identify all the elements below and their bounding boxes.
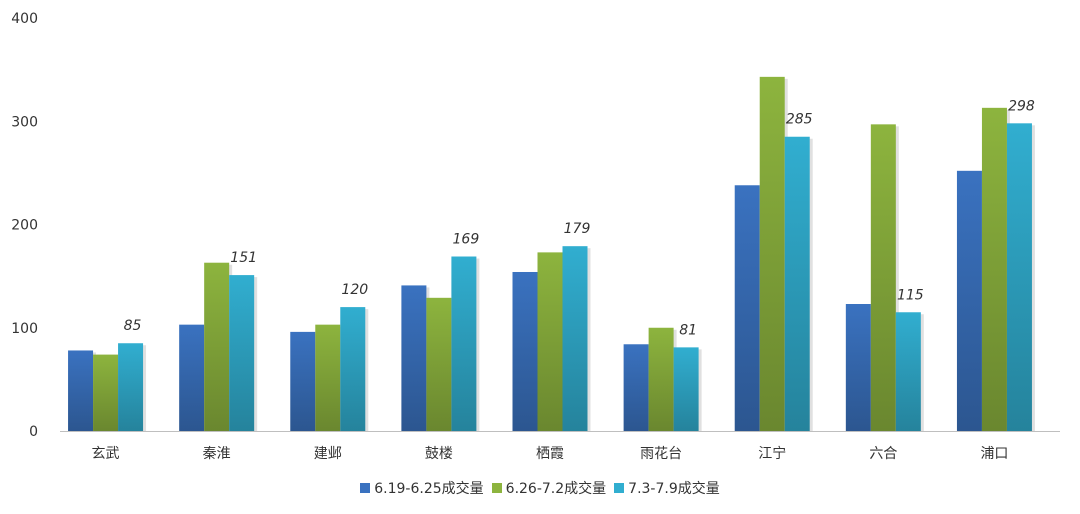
bar — [315, 324, 341, 431]
y-tick-label: 200 — [11, 218, 38, 234]
legend: 6.19-6.25成交量 6.26-7.2成交量 7.3-7.9成交量 — [0, 478, 1080, 498]
data-label: 169 — [453, 232, 480, 248]
x-category-label: 江宁 — [758, 445, 786, 462]
bars — [68, 76, 1035, 432]
data-label: 285 — [786, 112, 813, 128]
bar — [512, 271, 538, 431]
bar — [648, 327, 674, 431]
legend-label: 6.19-6.25成交量 — [374, 481, 484, 497]
x-category-label: 鼓楼 — [425, 446, 453, 462]
legend-item[interactable]: 6.26-7.2成交量 — [491, 478, 607, 498]
bar — [673, 347, 699, 431]
bar — [229, 275, 255, 431]
bar — [956, 170, 982, 431]
bar — [93, 354, 119, 431]
bar — [290, 331, 316, 431]
bar — [204, 262, 230, 431]
bar — [401, 285, 427, 431]
legend-label: 6.26-7.2成交量 — [505, 481, 607, 497]
data-label: 151 — [230, 250, 257, 266]
x-category-label: 雨花台 — [640, 446, 682, 462]
legend-item[interactable]: 7.3-7.9成交量 — [614, 478, 720, 498]
x-category-label: 玄武 — [92, 445, 120, 462]
bar — [981, 107, 1007, 431]
bar — [1006, 123, 1032, 431]
y-tick-label: 400 — [11, 11, 38, 27]
bar — [340, 307, 366, 431]
bar — [734, 185, 760, 431]
bar — [784, 136, 810, 432]
data-label: 85 — [124, 318, 142, 334]
x-axis-categories: 玄武 秦淮 建邺 鼓楼 栖霞 雨花台 江宁 六合 浦口 — [92, 445, 1009, 462]
x-category-label: 栖霞 — [536, 446, 564, 462]
data-label: 120 — [341, 282, 368, 298]
legend-item[interactable]: 6.19-6.25成交量 — [360, 478, 484, 498]
bar — [870, 124, 896, 431]
data-label: 298 — [1008, 98, 1035, 114]
data-labels: 85 151 120 169 179 81 285 115 298 — [124, 98, 1035, 338]
bar — [426, 297, 452, 431]
bar — [562, 246, 588, 431]
bar — [68, 350, 94, 431]
bar — [895, 312, 921, 431]
x-category-label: 浦口 — [980, 446, 1008, 462]
bar — [118, 343, 144, 431]
bar — [759, 76, 785, 431]
legend-swatch — [491, 483, 502, 493]
legend-swatch — [614, 483, 625, 493]
bar — [451, 256, 477, 431]
x-category-label: 建邺 — [314, 446, 342, 462]
bar — [179, 324, 205, 431]
x-category-label: 六合 — [869, 446, 897, 462]
data-label: 115 — [897, 287, 924, 303]
bar — [623, 344, 649, 431]
y-tick-label: 300 — [11, 114, 38, 130]
legend-label: 7.3-7.9成交量 — [628, 481, 720, 497]
data-label: 179 — [564, 221, 591, 237]
y-tick-label: 0 — [29, 424, 38, 440]
data-label: 81 — [679, 322, 697, 338]
bar — [537, 252, 563, 431]
y-axis-ticks: 0 100 200 300 400 — [11, 11, 38, 440]
bar — [845, 304, 871, 431]
legend-swatch — [360, 483, 371, 493]
y-tick-label: 100 — [11, 321, 38, 337]
x-category-label: 秦淮 — [203, 446, 231, 462]
